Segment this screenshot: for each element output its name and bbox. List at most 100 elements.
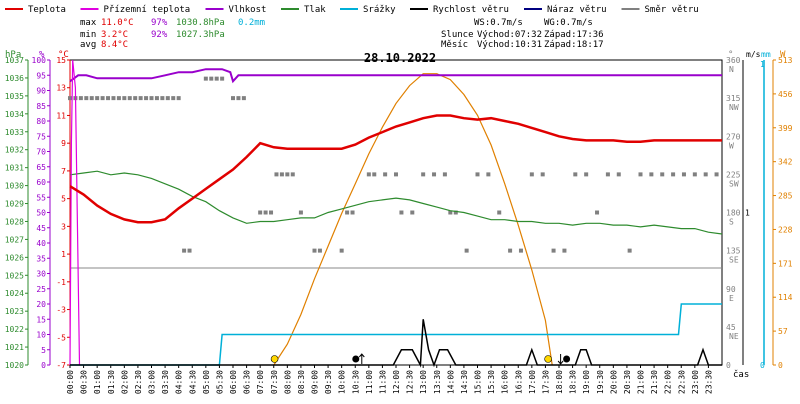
- tick-label-x: 11:00: [365, 370, 374, 394]
- axis-unit-time: čas: [733, 369, 749, 380]
- tick-label-w: 285: [778, 192, 793, 201]
- tick-label-hpa: 1025: [5, 271, 24, 280]
- tick-label-x: 09:00: [311, 370, 320, 394]
- wind-direction-point: [383, 172, 388, 177]
- wind-direction-point: [584, 172, 589, 177]
- tick-label-dir: 0: [726, 361, 731, 370]
- tick-label-temp: 15: [56, 56, 66, 65]
- tick-label-hpa: 1021: [5, 343, 24, 352]
- tick-label-w: 171: [778, 259, 793, 268]
- tick-label-x: 20:00: [609, 370, 618, 394]
- tick-label-x: 14:30: [460, 370, 469, 394]
- tick-label-w: 0: [778, 361, 783, 370]
- tick-label-x: 08:30: [297, 370, 306, 394]
- stats-pressure-min: 1027.3hPa: [176, 30, 225, 40]
- wind-direction-point: [165, 96, 170, 101]
- tick-label-x: 16:00: [501, 370, 510, 394]
- legend: Teplota Přízemní teplota Vlhkost Tlak Srážky…: [5, 5, 699, 15]
- tick-label-temp: 1: [61, 250, 66, 259]
- wind-direction-point: [214, 76, 219, 81]
- tick-label-hpa: 1030: [5, 182, 24, 191]
- tick-label-x: 09:30: [324, 370, 333, 394]
- wind-direction-point: [176, 96, 181, 101]
- tick-label-hpa: 1033: [5, 128, 24, 137]
- tick-label-pct: 85: [36, 102, 46, 111]
- tick-label-x: 07:00: [256, 370, 265, 394]
- tick-label-temp: 13: [56, 84, 66, 93]
- tick-label-hpa: 1037: [5, 56, 24, 65]
- wind-direction-point: [692, 172, 697, 177]
- tick-label-dir: 135: [726, 247, 741, 256]
- tick-label-temp: -7: [56, 361, 66, 370]
- wind-direction-point: [486, 172, 491, 177]
- wind-direction-point: [263, 210, 268, 215]
- wind-direction-point: [627, 248, 632, 253]
- axis-units: hPa % °C ° m/s mm W čas: [5, 50, 786, 380]
- tick-label-x: 23:30: [704, 370, 713, 394]
- wind-direction-point: [638, 172, 643, 177]
- tick-label-pct: 75: [36, 132, 46, 141]
- wind-direction-point: [394, 172, 398, 177]
- tick-label-dir: 315: [726, 94, 741, 103]
- y-axes: 1020102110221023102410251026102710281029…: [5, 56, 793, 370]
- wind-direction-point: [78, 96, 83, 101]
- tick-label-x: 15:00: [474, 370, 483, 394]
- wind-direction-point: [372, 172, 377, 177]
- tick-label-hpa: 1035: [5, 92, 24, 101]
- tick-label-temp: -1: [56, 278, 66, 287]
- wind-direction-point: [345, 210, 350, 215]
- wind-direction-point: [220, 76, 225, 81]
- stats-humidity-max: 97%: [151, 18, 168, 28]
- legend-label-7: Směr větru: [645, 5, 699, 15]
- wind-direction-point: [649, 172, 654, 177]
- tick-label-x: 02:30: [134, 370, 143, 394]
- series-ground-temperature: [69, 59, 81, 366]
- wind-direction-point: [529, 172, 534, 177]
- wind-direction-point: [149, 96, 154, 101]
- tick-label-pct: 0: [41, 361, 46, 370]
- wind-direction-point: [279, 172, 284, 177]
- wind-direction-point: [366, 172, 371, 177]
- stats-sun-label: Slunce: [441, 30, 474, 40]
- tick-label-pct: 5: [41, 346, 46, 355]
- wind-direction-point: [187, 248, 192, 253]
- stats-temp-max: 11.0°C: [101, 18, 134, 28]
- tick-label-pct: 15: [36, 315, 46, 324]
- stats-panel: max min avg 11.0°C 3.2°C 8.4°C 97% 92% 1…: [80, 18, 604, 50]
- tick-label-hpa: 1031: [5, 164, 24, 173]
- series-wind-speed: [70, 319, 722, 368]
- wind-direction-point: [100, 96, 105, 101]
- tick-label-x: 20:30: [623, 370, 632, 394]
- wind-direction-point: [95, 96, 100, 101]
- stats-pressure-max: 1030.8hPa: [176, 18, 225, 28]
- wind-direction-point: [551, 248, 556, 253]
- wind-direction-point: [497, 210, 502, 215]
- wind-direction-point: [127, 96, 132, 101]
- tick-label-x: 15:30: [487, 370, 496, 394]
- tick-label-x: 10:30: [351, 370, 360, 394]
- wind-direction-point: [133, 96, 138, 101]
- tick-label-w: 57: [778, 327, 788, 336]
- wind-direction-point: [258, 210, 263, 215]
- series-humidity: [69, 68, 722, 84]
- tick-label-pct: 65: [36, 163, 46, 172]
- tick-label-x: 07:30: [270, 370, 279, 394]
- tick-label-dir: 360: [726, 56, 741, 65]
- tick-label-w: 114: [778, 293, 793, 302]
- sunrise-marker: [270, 355, 279, 363]
- wind-direction-point: [274, 172, 279, 177]
- tick-label-pct: 90: [36, 87, 46, 96]
- moonset-arrow: [557, 354, 564, 365]
- moonrise-marker: [352, 355, 360, 363]
- tick-label-hpa: 1023: [5, 307, 24, 316]
- wind-direction-point: [350, 210, 355, 215]
- tick-label-x: 04:00: [175, 370, 184, 394]
- tick-label-w: 342: [778, 158, 793, 167]
- tick-label-pct: 35: [36, 254, 46, 263]
- tick-label-x: 14:00: [446, 370, 455, 394]
- stats-moonset: Západ:18:17: [544, 40, 604, 50]
- tick-label-x: 10:00: [338, 370, 347, 394]
- tick-label-x: 21:30: [650, 370, 659, 394]
- tick-label-x: 23:00: [691, 370, 700, 394]
- tick-label-pct: 70: [36, 148, 46, 157]
